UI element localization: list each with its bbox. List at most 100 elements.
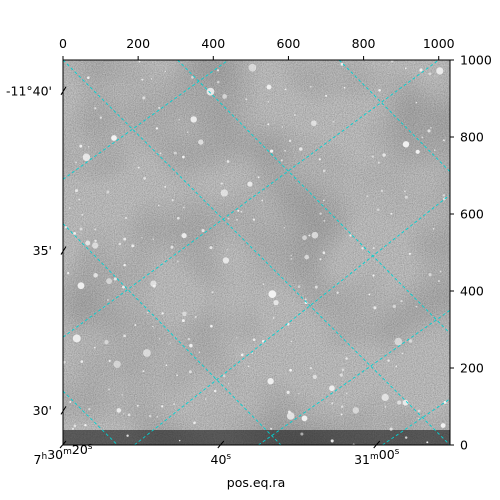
star [176,374,179,377]
star [284,149,287,152]
star [404,195,408,199]
star [113,277,117,281]
star [123,413,125,415]
star [371,155,374,158]
star [314,285,318,289]
star [361,247,364,250]
star [408,339,413,343]
top-tick-label: 600 [277,36,301,51]
grid-line [63,390,118,445]
star [340,63,344,66]
star [216,69,220,72]
star [421,136,424,139]
star [152,238,155,240]
star [384,406,387,408]
star [248,63,257,72]
grid-line [63,223,282,445]
star [309,85,312,88]
star [331,402,334,405]
bottom-dark-band [63,430,450,445]
star [311,120,317,127]
star [222,94,227,99]
star [220,182,223,185]
star [71,427,74,430]
star [236,219,238,221]
star [150,280,157,287]
star [143,177,146,180]
star [165,364,168,367]
star [372,247,375,250]
star [94,346,96,349]
grid-line [338,60,450,172]
top-tick-label: 0 [59,36,67,51]
star [84,423,87,427]
right-tick-label: 600 [460,207,484,222]
dec-tick [60,406,67,415]
ra-tick [59,440,67,449]
star [272,317,275,319]
star [111,135,117,141]
star [80,360,84,363]
star [81,213,84,216]
star [339,373,343,377]
star [417,417,420,420]
star [220,189,228,197]
star [437,280,440,283]
star [240,210,243,213]
star [323,219,326,222]
star [222,374,226,378]
star [187,131,189,133]
star [283,226,286,229]
star [198,351,200,353]
star [178,439,181,442]
star [442,139,445,142]
star [204,398,207,400]
star [415,305,418,308]
star [187,337,191,341]
star [188,370,192,374]
star [141,78,144,81]
star [405,67,407,69]
star [390,212,393,215]
right-tick-label: 400 [460,284,484,299]
star [432,228,435,230]
star [213,389,217,393]
star [319,258,322,261]
star [171,198,174,202]
grid-line [382,398,450,445]
star [227,383,230,385]
star [270,149,274,153]
star [159,152,162,155]
star [138,60,141,63]
star [298,393,300,395]
star [267,378,274,385]
star [251,352,254,355]
star [267,123,270,126]
star [176,260,179,263]
star [408,252,411,255]
star [108,359,111,363]
right-tick-label: 1000 [460,53,492,68]
top-pixel-axis: 0 200 400 600 800 1000 [59,36,455,60]
star [190,116,197,123]
star [443,400,447,404]
star [123,334,126,338]
star [69,207,71,209]
star [94,239,97,243]
star [286,390,290,394]
star [368,293,371,296]
star [164,70,167,73]
star [222,257,230,264]
star [182,311,187,317]
star [426,441,429,444]
star [390,60,394,63]
star [245,98,248,101]
star [294,114,296,116]
right-tick-label: 0 [460,438,468,453]
star [392,304,396,308]
star [366,195,369,198]
star [400,300,403,303]
star [318,158,321,161]
star [77,282,85,290]
star [288,139,292,143]
